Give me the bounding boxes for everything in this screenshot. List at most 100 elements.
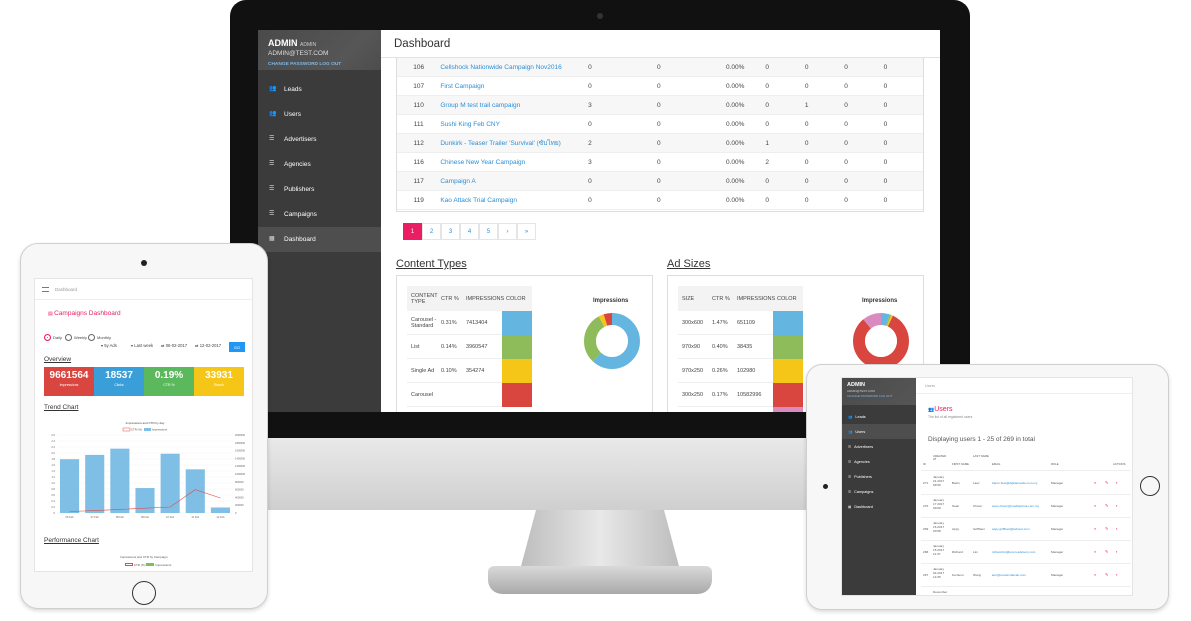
sidebar-item-advertisers[interactable]: ☰ Advertisers — [842, 439, 916, 454]
logout-link[interactable]: LOG OUT — [319, 62, 342, 67]
user-id: 270 — [923, 504, 929, 508]
delete-icon[interactable]: ▪ — [1116, 549, 1118, 554]
ctr-cell: 1.47% — [712, 319, 728, 326]
ads-select[interactable]: ▾ 5y Ads — [101, 343, 117, 348]
go-button[interactable]: GO — [229, 342, 245, 352]
page-button[interactable]: » — [517, 223, 536, 240]
user-created: December — [933, 590, 948, 594]
cell: 0 — [765, 82, 770, 90]
sidebar-item-publishers[interactable]: ☰ Publishers — [258, 177, 381, 202]
menu-icon[interactable] — [42, 287, 49, 292]
edit-icon[interactable]: ✎ — [1105, 526, 1109, 531]
cell: 0.00% — [726, 101, 745, 109]
page-button[interactable]: 4 — [460, 223, 479, 240]
sidebar-item-agencies[interactable]: ☰ Agencies — [842, 454, 916, 469]
campaign-link[interactable]: Campaign A — [440, 177, 476, 185]
column-header: CTR % — [441, 295, 459, 302]
impressions-cell: 38435 — [737, 343, 753, 350]
cell: 1 — [804, 101, 809, 109]
page-button[interactable]: 5 — [479, 223, 498, 240]
page-title: Dashboard — [381, 30, 940, 58]
campaign-link[interactable]: Chinese New Year Campaign — [440, 158, 526, 166]
imac-stand — [520, 510, 680, 570]
sidebar-item-leads[interactable]: 👥 Leads — [258, 77, 381, 102]
delete-icon[interactable]: ▪ — [1116, 572, 1118, 577]
edit-icon[interactable]: ✎ — [1105, 572, 1109, 577]
sidebar-item-advertisers[interactable]: ☰ Advertisers — [258, 127, 381, 152]
user-last-name: Griffhani — [973, 527, 985, 531]
cell: 1 — [765, 139, 770, 147]
sidebar-item-campaigns[interactable]: ☰ Campaigns — [842, 484, 916, 499]
delete-icon[interactable]: ▪ — [1116, 480, 1118, 485]
sidebar-item-leads[interactable]: 👥 Leads — [842, 409, 916, 424]
range-select[interactable]: ▾ Last week — [131, 343, 154, 348]
search-icon[interactable]: ⌕ — [1094, 503, 1097, 508]
radio-monthly[interactable]: Monthly — [88, 334, 111, 341]
kpi-label: CTR % — [163, 383, 175, 387]
ipad-portrait-screen: Dashboard ▤ Campaigns Dashboard Daily We… — [34, 278, 253, 572]
sidebar-item-users[interactable]: 👥 Users — [258, 102, 381, 127]
impressions-bar — [85, 454, 105, 513]
cell: 0 — [883, 82, 888, 90]
edit-icon[interactable]: ✎ — [1105, 503, 1109, 508]
table-header: SIZE CTR % IMPRESSIONS COLOR — [678, 286, 803, 311]
edit-icon[interactable]: ✎ — [1105, 549, 1109, 554]
admin-links[interactable]: CHANGE PASSWORD LOG OUT — [847, 394, 893, 398]
campaign-link[interactable]: Sushi King Feb CNY — [440, 120, 500, 128]
ipad-home-button[interactable] — [1140, 476, 1160, 496]
radio-weekly[interactable]: Weekly — [65, 334, 87, 341]
column-header: ID — [923, 462, 926, 466]
campaign-link[interactable]: Dunkirk - Teaser Trailer 'Survival' (ซับ… — [440, 140, 561, 147]
search-icon[interactable]: ⌕ — [1094, 549, 1097, 554]
search-icon[interactable]: ⌕ — [1094, 572, 1097, 577]
search-icon[interactable]: ⌕ — [1094, 526, 1097, 531]
change-password-link[interactable]: CHANGE PASSWORD — [268, 62, 319, 67]
delete-icon[interactable]: ▪ — [1116, 526, 1118, 531]
x-tick: 06 Feb — [66, 515, 75, 519]
ipad-home-button[interactable] — [132, 581, 156, 605]
user-role: Manager — [1051, 573, 1064, 577]
edit-icon[interactable]: ✎ — [1105, 480, 1109, 485]
sidebar-item-agencies[interactable]: ☰ Agencies — [258, 152, 381, 177]
campaign-link[interactable]: Kao Attack Trial Campaign — [440, 196, 517, 204]
performance-title: Performance Chart — [44, 537, 99, 544]
sidebar-item-label: Dashboard — [854, 504, 873, 509]
date-from-input[interactable]: ⇄ 06-02-2017 — [161, 343, 188, 348]
user-email[interactable]: baron.liew@digitalmedia.com.my — [992, 481, 1038, 485]
user-email[interactable]: ken@customdlecab.com — [992, 573, 1026, 577]
sidebar-item-users[interactable]: 👥 Users — [842, 424, 916, 439]
column-header: IMPRESSIONS — [466, 295, 505, 302]
campaign-link[interactable]: First Campaign — [440, 82, 485, 90]
sidebar-item-label: Users — [855, 429, 866, 434]
page-button[interactable]: › — [498, 223, 517, 240]
search-icon[interactable]: ⌕ — [1094, 480, 1097, 485]
delete-icon[interactable]: ▪ — [1116, 503, 1118, 508]
page-button[interactable]: 1 — [403, 223, 422, 240]
cell: 0 — [657, 63, 661, 71]
y-tick-left: 2.2 — [51, 445, 55, 449]
radio-daily[interactable]: Daily — [44, 334, 62, 341]
table-row: 116 Chinese New Year Campaign 3 0 0.00% 2 0 0 0 — [397, 153, 923, 172]
sidebar-item-dashboard[interactable]: ▦ Dashboard — [258, 227, 381, 252]
cell: 0 — [588, 82, 592, 90]
sidebar-item-dashboard[interactable]: ▦ Dashboard — [842, 499, 916, 514]
user-created: January 04 2017 14:35 — [933, 567, 945, 580]
ctr-cell: 0.40% — [712, 343, 728, 350]
user-email[interactable]: sean.choon@mediaprima.com.my — [992, 504, 1039, 508]
campaigns-table: 106 Cellshock Nationwide Campaign Nov2016… — [396, 58, 924, 212]
user-email[interactable]: appy.griffhani@tabrest.com — [992, 527, 1030, 531]
cell: 0.00% — [726, 82, 745, 90]
user-email[interactable]: richard.lim@teren.advisory.com — [992, 550, 1036, 554]
cell: 0 — [883, 120, 888, 128]
page-button[interactable]: 2 — [422, 223, 441, 240]
campaign-link[interactable]: Cellshock Nationwide Campaign Nov2016 — [440, 63, 562, 71]
cell: 0 — [765, 63, 770, 71]
campaign-link[interactable]: Group M test trail campaign — [440, 101, 521, 109]
page-button[interactable]: 3 — [441, 223, 460, 240]
table-row: 110 Group M test trail campaign 3 0 0.00% 0 1 0… — [397, 96, 923, 115]
sidebar-item-publishers[interactable]: ☰ Publishers — [842, 469, 916, 484]
y-tick-left: 0.4 — [51, 499, 55, 503]
date-to-input[interactable]: ⇄ 12-02-2017 — [195, 343, 222, 348]
sidebar-item-campaigns[interactable]: ☰ Campaigns — [258, 202, 381, 227]
content-types-panel: CONTENT TYPE CTR % IMPRESSIONS COLOR Carouse… — [396, 275, 653, 412]
